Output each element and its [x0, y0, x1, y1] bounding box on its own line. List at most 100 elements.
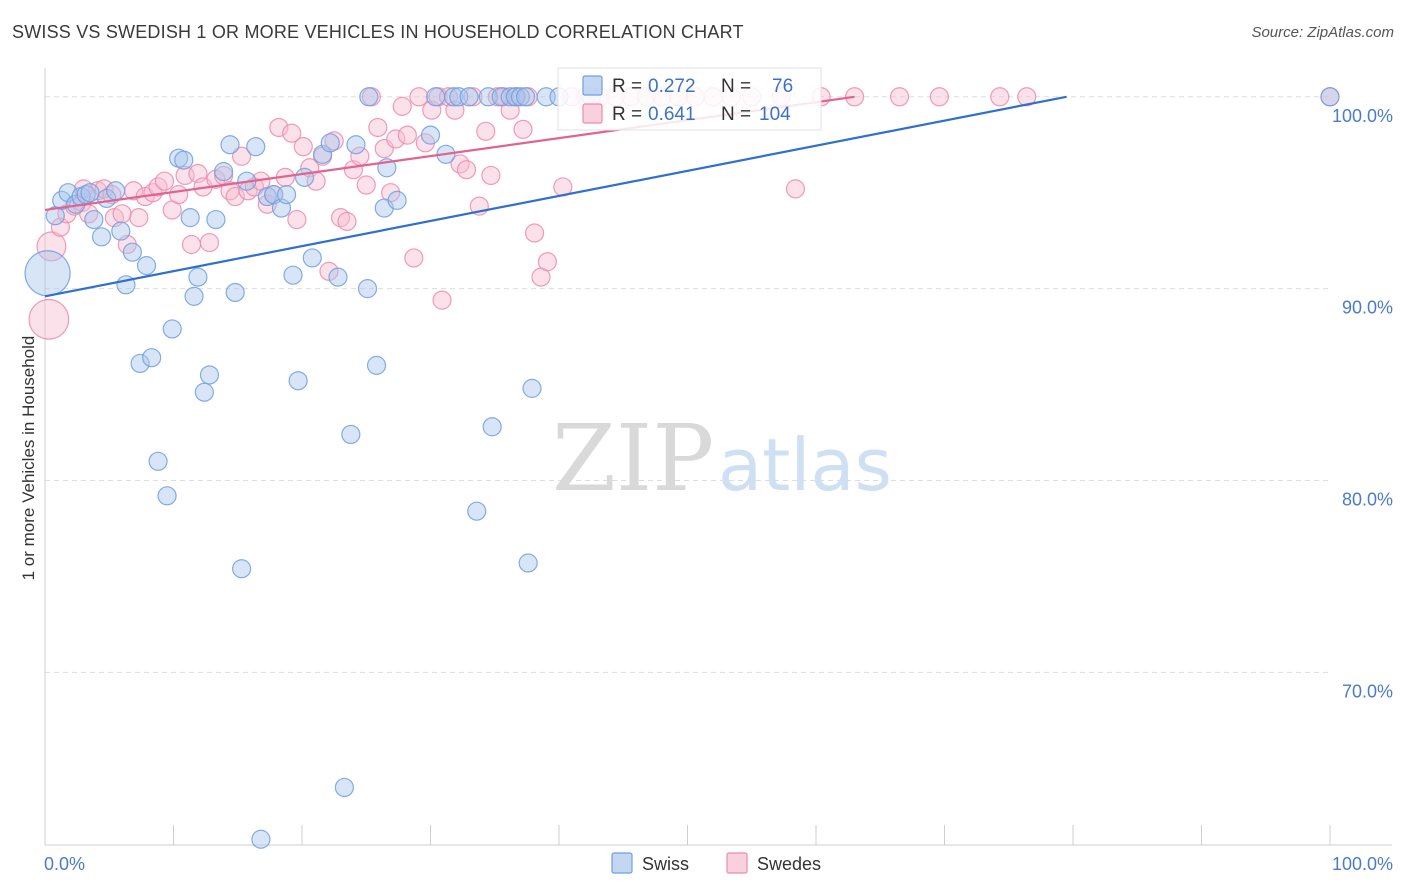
swedes-point-50 [356, 175, 376, 195]
swiss-point-16 [142, 348, 162, 368]
legend-swatch-swiss [582, 75, 603, 96]
swiss-point-61 [467, 501, 487, 521]
y-tick-label-1: 90.0% [1342, 298, 1393, 318]
swiss-point-47 [341, 424, 361, 445]
swiss-point-26 [199, 365, 220, 385]
swedes-point-95 [785, 179, 806, 199]
y-axis-title: 1 or more Vehicles in Household [19, 336, 38, 581]
bottom-legend-swatch-swiss [611, 852, 633, 874]
swedes-point-18 [154, 171, 175, 191]
tick-labels: 100.0% 90.0% 80.0% 70.0% 0.0% 100.0% [44, 106, 1393, 874]
swiss-point-50 [359, 87, 379, 107]
swedes-point-11 [112, 204, 132, 224]
swiss-point-11 [111, 221, 131, 241]
swedes-point-100 [990, 87, 1010, 107]
x-tick-label-0: 0.0% [44, 854, 85, 874]
swedes-point-22 [181, 234, 202, 255]
swedes-point-14 [129, 208, 149, 228]
bottom-legend-swatch-swedes [726, 852, 748, 874]
y-tick-label-2: 80.0% [1342, 489, 1393, 509]
swiss-point-0 [24, 250, 71, 297]
swiss-point-56 [426, 87, 446, 107]
swiss-point-45 [328, 267, 348, 287]
swedes-point-59 [409, 87, 429, 107]
swiss-point-70 [522, 378, 542, 398]
swedes-point-39 [287, 209, 307, 230]
swiss-point-10 [106, 181, 126, 201]
legend-swedes-n-value: 104 [759, 104, 791, 125]
y-tick-label-0: 100.0% [1332, 106, 1393, 126]
swiss-point-15 [136, 256, 157, 276]
legend-swatch-swedes [582, 103, 603, 124]
swiss-point-59 [449, 87, 469, 107]
swiss-point-21 [174, 150, 194, 170]
y-tick-label-3: 70.0% [1342, 681, 1393, 701]
watermark-zip: ZIP [552, 405, 714, 512]
swedes-point-70 [476, 121, 496, 141]
swiss-point-42 [302, 248, 322, 268]
swiss-point-13 [122, 242, 142, 262]
swiss-point-14 [130, 353, 150, 374]
swiss-point-8 [91, 227, 112, 247]
swedes-point-34 [257, 194, 277, 214]
swedes-point-67 [456, 160, 477, 180]
swiss-point-27 [206, 209, 226, 230]
swiss-point-43 [312, 144, 333, 164]
swedes-point-30 [232, 146, 252, 166]
swedes-point-80 [537, 252, 558, 272]
swiss-trend-line [44, 95, 1067, 298]
watermark-atlas: atlas [718, 423, 892, 507]
swedes-point-57 [397, 125, 417, 145]
swiss-point-29 [220, 135, 240, 155]
swedes-point-99 [929, 87, 949, 107]
swiss-point-58 [444, 87, 464, 107]
swiss-point-25 [194, 382, 214, 402]
swiss-point-46 [334, 777, 355, 798]
swedes-point-55 [386, 129, 406, 149]
swiss-point-68 [515, 87, 536, 107]
swiss-point-66 [505, 87, 525, 107]
bottom-legend: Swiss Swedes [611, 852, 821, 874]
legend-swiss-n-value: 76 [772, 76, 793, 97]
swiss-point-63 [482, 417, 502, 437]
legend-swiss-n-label: N = [721, 76, 751, 97]
swiss-point-19 [162, 319, 182, 339]
swedes-point-20 [169, 185, 189, 205]
bottom-legend-label-swedes: Swedes [757, 854, 821, 874]
swiss-point-40 [288, 371, 308, 391]
swiss-point-2 [52, 190, 72, 210]
swedes-point-101 [1017, 87, 1037, 107]
swiss-series [24, 87, 1340, 849]
swedes-point-63 [432, 290, 452, 310]
swiss-point-60 [459, 87, 479, 107]
swiss-point-44 [320, 133, 340, 153]
swedes-point-98 [889, 87, 910, 107]
bottom-legend-label-swiss: Swiss [642, 854, 689, 874]
swiss-point-51 [366, 355, 387, 375]
swiss-point-18 [157, 486, 177, 506]
swedes-point-47 [337, 211, 357, 232]
swiss-point-74 [1320, 87, 1340, 107]
swiss-point-28 [214, 162, 234, 182]
swedes-point-52 [368, 117, 388, 138]
axis-layer [44, 68, 1392, 846]
swiss-point-23 [184, 286, 204, 306]
legend-swedes-n-label: N = [721, 104, 751, 125]
legend-swiss-r-value: 0.272 [648, 76, 696, 97]
swiss-point-55 [420, 125, 441, 145]
swedes-point-40 [293, 137, 313, 157]
swiss-point-67 [510, 87, 531, 107]
legend-swedes-r-value: 0.641 [648, 104, 696, 125]
legend-swiss-r-label: R = [612, 76, 642, 97]
swiss-point-54 [387, 190, 407, 210]
swiss-point-69 [518, 553, 538, 573]
watermark: ZIP atlas [552, 405, 892, 512]
chart-title: SWISS VS SWEDISH 1 OR MORE VEHICLES IN H… [12, 22, 744, 42]
swiss-point-22 [180, 208, 200, 228]
swedes-point-58 [404, 248, 424, 268]
swiss-point-75 [80, 183, 100, 203]
swedes-point-56 [392, 96, 412, 116]
x-tick-label-1: 100.0% [1332, 854, 1393, 874]
swiss-point-34 [251, 829, 271, 849]
